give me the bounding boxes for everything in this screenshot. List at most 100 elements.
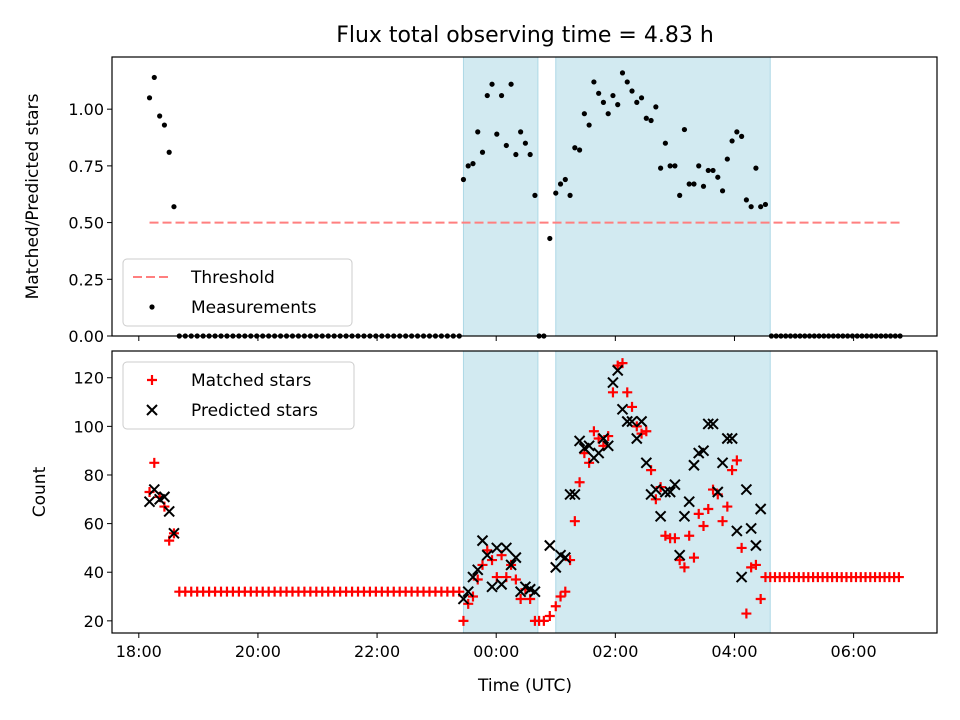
measurement-point bbox=[576, 147, 583, 153]
x-tick-label: 00:00 bbox=[473, 642, 519, 661]
predicted-star-marker bbox=[669, 478, 681, 491]
predicted-star-marker bbox=[640, 457, 653, 469]
measurement-point bbox=[658, 165, 664, 171]
matched-star-marker bbox=[755, 593, 766, 604]
matched-star-marker bbox=[544, 610, 555, 621]
matched-star-marker bbox=[593, 433, 604, 444]
measurement-point bbox=[691, 181, 697, 187]
predicted-star-marker bbox=[486, 581, 498, 593]
predicted-star-marker bbox=[472, 564, 484, 576]
matched-star-marker bbox=[698, 521, 709, 532]
predicted-star-marker bbox=[659, 486, 672, 498]
x-tick-label: 02:00 bbox=[592, 642, 638, 661]
measurement-point bbox=[581, 111, 587, 117]
measurement-point bbox=[753, 165, 759, 171]
y-tick-label: 1.00 bbox=[68, 100, 104, 119]
predicted-star-marker bbox=[583, 440, 595, 452]
measurement-point bbox=[572, 145, 578, 151]
predicted-star-marker bbox=[467, 571, 479, 583]
y-axis-label: Count bbox=[30, 466, 50, 517]
predicted-star-marker bbox=[592, 447, 605, 459]
predicted-star-marker bbox=[505, 559, 517, 571]
matched-star-marker bbox=[750, 559, 761, 570]
measurement-point bbox=[484, 92, 490, 99]
predicted-star-marker bbox=[745, 522, 757, 535]
figure-title: Flux total observing time = 4.83 h bbox=[336, 23, 714, 48]
predicted-star-marker bbox=[602, 440, 614, 452]
plot-frame bbox=[111, 56, 938, 337]
predicted-star-marker bbox=[559, 551, 572, 564]
measurement-point bbox=[758, 204, 764, 210]
measurement-point bbox=[719, 188, 726, 194]
predicted-star-marker bbox=[750, 539, 762, 552]
predicted-star-marker bbox=[716, 457, 729, 469]
measurement-point bbox=[677, 192, 683, 198]
predicted-star-marker bbox=[688, 459, 700, 471]
predicted-star-marker bbox=[621, 415, 633, 428]
y-tick-label: 60 bbox=[84, 515, 104, 534]
matched-star-marker bbox=[717, 516, 728, 527]
y-tick-label: 120 bbox=[73, 369, 104, 388]
measurement-point bbox=[171, 204, 177, 210]
x-axis-label: Time (UTC) bbox=[477, 676, 572, 696]
matched-star-marker bbox=[741, 608, 752, 619]
predicted-star-marker bbox=[726, 432, 738, 445]
measurement-point bbox=[605, 111, 611, 117]
legend-label: Predicted stars bbox=[191, 401, 318, 421]
predicted-star-marker bbox=[650, 483, 662, 496]
predicted-star-marker bbox=[721, 432, 734, 445]
measurement-point bbox=[686, 181, 692, 187]
predicted-star-marker bbox=[569, 488, 581, 501]
predicted-star-marker bbox=[626, 415, 638, 428]
matched-star-marker bbox=[149, 457, 160, 468]
matched-star-marker bbox=[693, 508, 704, 519]
y-tick-label: 40 bbox=[84, 563, 104, 582]
measurement-point bbox=[634, 99, 640, 105]
predicted-star-marker bbox=[158, 491, 171, 503]
predicted-star-marker bbox=[481, 549, 493, 561]
measurement-point bbox=[662, 140, 668, 146]
measurement-point bbox=[619, 70, 626, 76]
predicted-star-marker bbox=[550, 561, 562, 574]
measurement-point bbox=[151, 74, 157, 81]
matched-star-marker bbox=[560, 586, 571, 597]
measurement-point bbox=[508, 81, 514, 87]
measurement-point bbox=[513, 151, 519, 158]
predicted-star-marker bbox=[683, 496, 695, 508]
measurement-point bbox=[465, 163, 471, 169]
predicted-star-marker bbox=[495, 578, 508, 591]
predicted-star-marker bbox=[678, 510, 691, 523]
matched-star-marker bbox=[622, 387, 633, 398]
measurement-point bbox=[629, 88, 635, 94]
matched-star-marker bbox=[736, 542, 747, 553]
measurement-point bbox=[557, 181, 564, 187]
measurement-point bbox=[562, 176, 568, 183]
predicted-star-marker bbox=[635, 415, 648, 428]
measurement-point bbox=[146, 95, 153, 101]
matched-star-marker bbox=[727, 465, 738, 476]
measurement-point bbox=[489, 81, 495, 87]
predicted-star-marker bbox=[564, 488, 576, 501]
predicted-star-marker bbox=[163, 505, 175, 518]
x-tick-label: 04:00 bbox=[711, 642, 757, 661]
matched-star-marker bbox=[703, 504, 714, 515]
y-tick-label: 100 bbox=[73, 417, 104, 436]
measurement-point bbox=[653, 104, 659, 110]
observing-window bbox=[462, 350, 539, 634]
predicted-star-marker bbox=[702, 418, 714, 430]
predicted-star-marker bbox=[148, 483, 160, 496]
measurement-point bbox=[734, 129, 740, 135]
measurement-point bbox=[748, 204, 754, 210]
matched-star-marker bbox=[550, 601, 561, 612]
matched-star-marker bbox=[574, 477, 585, 488]
legend-predicted-swatch bbox=[146, 404, 158, 416]
predicted-star-marker bbox=[597, 432, 610, 445]
measurement-point bbox=[479, 149, 486, 155]
predicted-star-marker bbox=[529, 585, 541, 598]
predicted-star-marker bbox=[476, 534, 489, 547]
measurement-point bbox=[643, 115, 649, 121]
legend-label: Measurements bbox=[191, 298, 317, 318]
predicted-star-marker bbox=[168, 527, 180, 540]
measurement-point bbox=[638, 95, 645, 101]
measurement-point bbox=[586, 122, 592, 128]
